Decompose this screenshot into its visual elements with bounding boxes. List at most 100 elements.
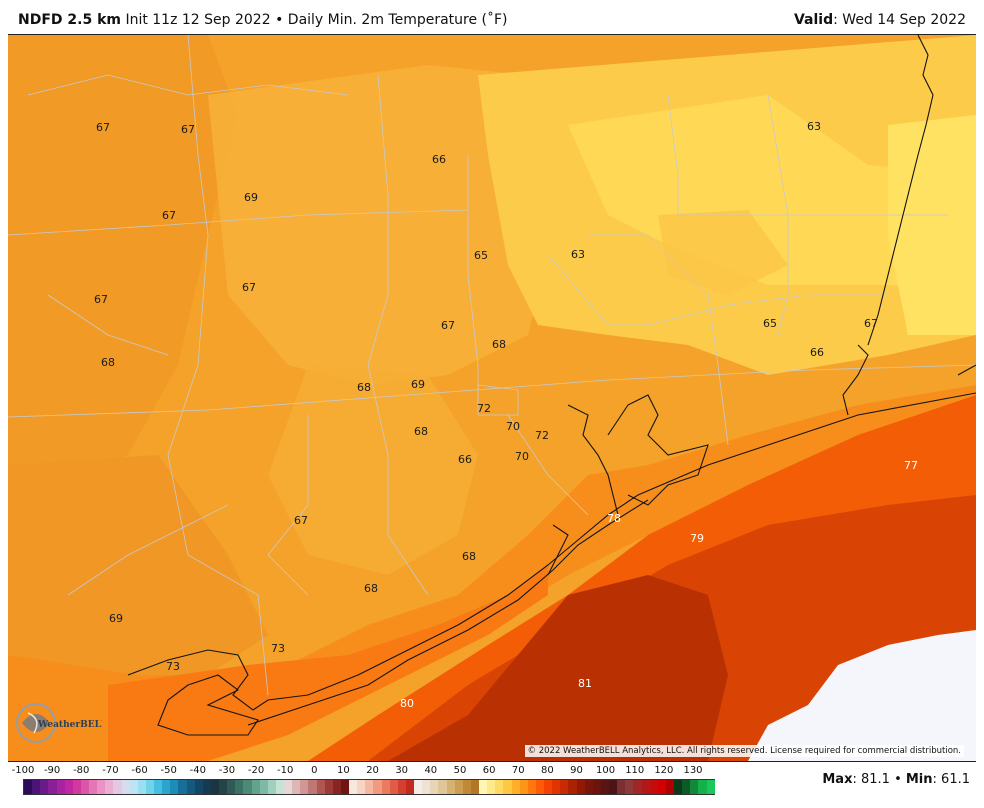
temperature-label: 66 bbox=[458, 453, 472, 466]
scale-swatch bbox=[470, 780, 479, 794]
scale-swatch bbox=[219, 780, 228, 794]
scale-swatch bbox=[259, 780, 268, 794]
title-bullet: • bbox=[275, 12, 284, 28]
model-name: NDFD 2.5 km bbox=[18, 12, 121, 28]
temperature-labels: 67 67 66 63 69 67 65 63 67 67 67 65 67 68 66 68 68 69 72 70… bbox=[94, 120, 918, 710]
temperature-label: 69 bbox=[109, 612, 123, 625]
temperature-label: 68 bbox=[414, 425, 428, 438]
scale-swatch bbox=[89, 780, 98, 794]
temperature-label: 63 bbox=[807, 120, 821, 133]
scale-swatch bbox=[665, 780, 674, 794]
logo-text: WeatherBELL bbox=[37, 720, 102, 730]
scale-tick-label: -60 bbox=[131, 765, 148, 776]
scale-swatch bbox=[682, 780, 691, 794]
no-data-area bbox=[748, 630, 976, 761]
temperature-label: 68 bbox=[492, 338, 506, 351]
scale-swatch bbox=[170, 780, 179, 794]
scale-swatch bbox=[105, 780, 114, 794]
scale-swatch bbox=[568, 780, 577, 794]
product-name: Daily Min. 2m Temperature (˚F) bbox=[287, 12, 508, 28]
temperature-label: 68 bbox=[101, 356, 115, 369]
scale-swatch bbox=[422, 780, 431, 794]
scale-swatch bbox=[340, 780, 349, 794]
min-label: Min bbox=[905, 772, 933, 787]
scale-tick-label: -50 bbox=[160, 765, 177, 776]
scale-swatch bbox=[527, 780, 536, 794]
temperature-label: 63 bbox=[571, 248, 585, 261]
temperature-label: 81 bbox=[578, 677, 592, 690]
max-value: : 81.1 bbox=[852, 772, 890, 787]
scale-swatch bbox=[145, 780, 154, 794]
scale-swatch bbox=[284, 780, 293, 794]
county-boundaries bbox=[8, 35, 976, 696]
scale-swatch bbox=[64, 780, 73, 794]
temperature-label: 67 bbox=[441, 319, 455, 332]
scale-swatch bbox=[227, 780, 236, 794]
scale-swatch bbox=[479, 780, 488, 794]
scale-tick-label: -40 bbox=[189, 765, 206, 776]
scale-tick-label: -80 bbox=[73, 765, 90, 776]
temperature-label: 65 bbox=[474, 249, 488, 262]
temperature-label: 72 bbox=[535, 429, 549, 442]
temperature-label: 67 bbox=[96, 121, 110, 134]
max-min-stats: Max: 81.1 • Min: 61.1 bbox=[822, 772, 970, 787]
scale-tick-label: 130 bbox=[683, 765, 703, 776]
scale-tick-label: -70 bbox=[102, 765, 119, 776]
temperature-label: 67 bbox=[94, 293, 108, 306]
valid-date: : Wed 14 Sep 2022 bbox=[833, 12, 966, 28]
stats-separator: • bbox=[889, 772, 906, 787]
scale-swatch bbox=[625, 780, 634, 794]
scale-swatch bbox=[462, 780, 471, 794]
scale-tick-label: 70 bbox=[511, 765, 525, 776]
scale-swatch bbox=[129, 780, 138, 794]
scale-swatch bbox=[511, 780, 520, 794]
temperature-label: 68 bbox=[462, 550, 476, 563]
gulf-warmest bbox=[388, 575, 728, 761]
scale-swatch bbox=[600, 780, 609, 794]
scale-tick-label: 80 bbox=[540, 765, 554, 776]
scale-tick-label: 0 bbox=[311, 765, 318, 776]
scale-swatch bbox=[535, 780, 544, 794]
scale-swatch bbox=[609, 780, 618, 794]
scale-swatch bbox=[154, 780, 163, 794]
scale-swatch bbox=[72, 780, 81, 794]
scale-swatch bbox=[97, 780, 106, 794]
scale-swatch bbox=[381, 780, 390, 794]
scale-swatch bbox=[674, 780, 683, 794]
temperature-label: 72 bbox=[477, 402, 491, 415]
header: NDFD 2.5 km Init 11z 12 Sep 2022 • Daily… bbox=[0, 0, 984, 34]
temperature-label: 70 bbox=[515, 450, 529, 463]
temperature-label: 69 bbox=[244, 191, 258, 204]
scale-swatch bbox=[544, 780, 553, 794]
scale-swatch bbox=[389, 780, 398, 794]
scale-swatch bbox=[438, 780, 447, 794]
init-time: Init 11z 12 Sep 2022 bbox=[125, 12, 271, 28]
west-field bbox=[8, 35, 238, 505]
scale-swatch bbox=[657, 780, 666, 794]
temperature-map[interactable]: 67 67 66 63 69 67 65 63 67 67 67 65 67 68 66 68 68 69 72 70… bbox=[8, 34, 976, 762]
map-title: NDFD 2.5 km Init 11z 12 Sep 2022 • Daily… bbox=[18, 12, 508, 28]
scale-swatch bbox=[48, 780, 57, 794]
scale-swatch bbox=[633, 780, 642, 794]
temperature-label: 67 bbox=[294, 514, 308, 527]
scale-swatch bbox=[698, 780, 707, 794]
scale-swatch bbox=[495, 780, 504, 794]
temperature-label: 67 bbox=[181, 123, 195, 136]
scale-swatch bbox=[560, 780, 569, 794]
scale-swatch bbox=[137, 780, 146, 794]
valid-time: Valid: Wed 14 Sep 2022 bbox=[794, 12, 966, 28]
scale-swatch bbox=[552, 780, 561, 794]
scale-swatch bbox=[275, 780, 284, 794]
scale-swatch bbox=[430, 780, 439, 794]
scale-tick-label: -20 bbox=[247, 765, 265, 776]
scale-swatch bbox=[405, 780, 414, 794]
scale-swatch bbox=[56, 780, 65, 794]
scale-swatch bbox=[373, 780, 382, 794]
scale-swatch bbox=[641, 780, 650, 794]
scale-tick-label: 90 bbox=[570, 765, 583, 776]
scale-swatch bbox=[349, 780, 358, 794]
scale-swatch bbox=[576, 780, 585, 794]
scale-swatch bbox=[202, 780, 211, 794]
color-scale: -100 -90 -80 -70 -60 -50 -40 -30 -20 -10 0 10 20 30 40… bbox=[12, 762, 715, 802]
southwest-field bbox=[8, 455, 268, 675]
